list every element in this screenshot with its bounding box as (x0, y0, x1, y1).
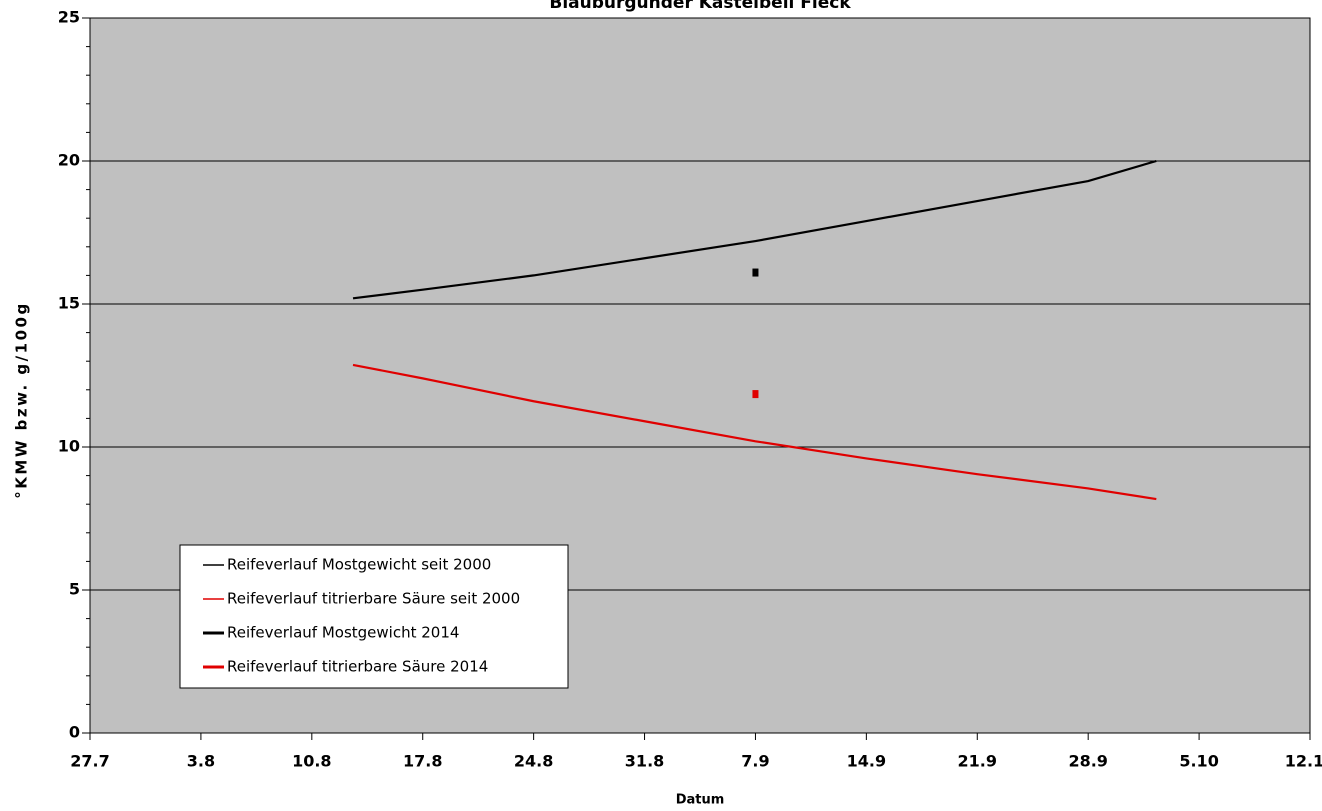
x-tick-label: 27.7 (70, 752, 109, 771)
x-tick-label: 28.9 (1068, 752, 1107, 771)
x-tick-label: 5.10 (1179, 752, 1218, 771)
legend: Reifeverlauf Mostgewicht seit 2000 Reifev… (179, 544, 569, 689)
x-tick-label: 7.9 (741, 752, 769, 771)
legend-label: Reifeverlauf titrierbare Säure seit 2000 (227, 590, 520, 608)
data-point (752, 390, 759, 399)
x-tick-label: 12.10 (1285, 752, 1322, 771)
legend-label: Reifeverlauf Mostgewicht 2014 (227, 624, 459, 642)
x-tick-label: 24.8 (514, 752, 553, 771)
x-tick-label: 31.8 (625, 752, 664, 771)
y-tick-label: 25 (58, 8, 80, 27)
x-tick-label: 3.8 (187, 752, 215, 771)
chart-title: Blauburgunder Kastelbell Fleck (549, 0, 851, 13)
x-tick-label: 14.9 (847, 752, 886, 771)
legend-label: Reifeverlauf titrierbare Säure 2014 (227, 658, 488, 676)
legend-box (179, 544, 569, 689)
y-tick-label: 10 (58, 437, 80, 456)
y-tick-label: 15 (58, 294, 80, 313)
series-line (352, 363, 1157, 501)
y-axis-label: °KMW bzw. g/100g (13, 301, 31, 498)
y-tick-label: 5 (69, 580, 80, 599)
x-axis-label: Datum (676, 793, 725, 808)
x-tick-label: 21.9 (958, 752, 997, 771)
data-point (752, 268, 759, 277)
x-tick-label: 10.8 (292, 752, 331, 771)
legend-label: Reifeverlauf Mostgewicht seit 2000 (227, 556, 491, 574)
series-line (352, 159, 1157, 300)
y-tick-label: 20 (58, 151, 80, 170)
y-tick-label: 0 (69, 723, 80, 742)
x-tick-label: 17.8 (403, 752, 442, 771)
